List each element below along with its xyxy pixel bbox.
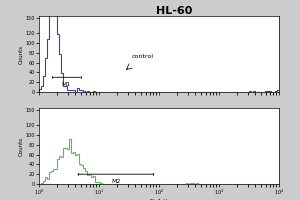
Text: M1: M1 bbox=[62, 82, 71, 87]
Text: control: control bbox=[132, 54, 154, 59]
Text: M2: M2 bbox=[111, 179, 120, 184]
Text: HL-60: HL-60 bbox=[156, 6, 192, 16]
Y-axis label: Counts: Counts bbox=[19, 44, 24, 64]
X-axis label: FL 1-H: FL 1-H bbox=[150, 199, 168, 200]
Y-axis label: Counts: Counts bbox=[19, 136, 24, 156]
